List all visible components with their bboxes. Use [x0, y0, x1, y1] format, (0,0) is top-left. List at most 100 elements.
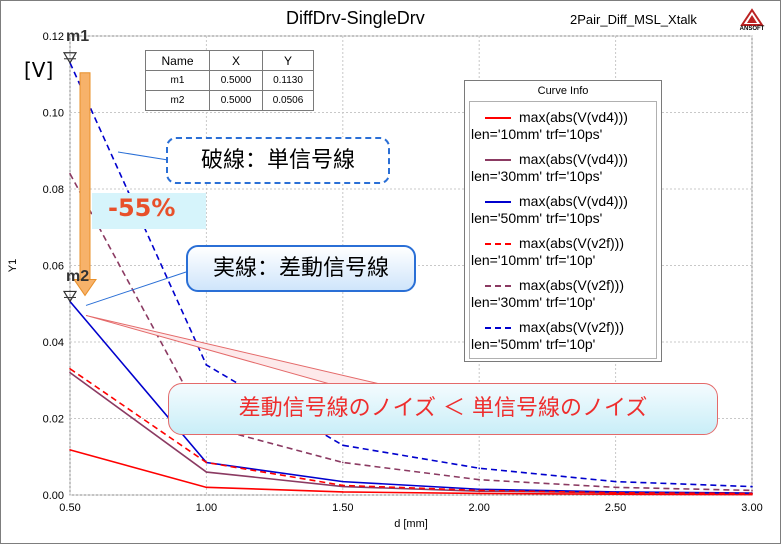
legend-line1: max(abs(V(vd4))) [519, 151, 628, 167]
x-tick-label: 3.00 [741, 502, 762, 514]
legend-line [485, 285, 511, 287]
x-axis-label: d [mm] [394, 518, 428, 530]
y-tick-label: 0.10 [43, 108, 64, 120]
x-tick-label: 0.50 [59, 502, 80, 514]
legend-line1: max(abs(V(v2f))) [519, 277, 625, 293]
legend-line1: max(abs(V(vd4))) [519, 193, 628, 209]
unit-label: [V] [24, 58, 54, 82]
legend-line [485, 117, 511, 119]
axis-layer: 0.50 1.00 1.50 2.00 2.50 3.00 0.00 0.02 0.04 0.06… [43, 31, 763, 514]
marker-col-x: X [209, 50, 263, 71]
legend-line [485, 159, 511, 161]
legend-line [485, 201, 511, 203]
data-point [614, 491, 617, 494]
series-line [69, 300, 753, 494]
legend-line2: len='50mm' trf='10ps' [471, 210, 603, 226]
y-tick-label: 0.04 [43, 337, 64, 349]
data-point [614, 493, 617, 496]
marker-name: m2 [145, 90, 210, 111]
data-point [751, 492, 753, 495]
data-point [205, 461, 208, 464]
legend-line2: len='10mm' trf='10ps' [471, 126, 603, 142]
down-arrow-head [73, 278, 97, 297]
data-point [478, 467, 481, 470]
legend-line2: len='10mm' trf='10p' [471, 252, 596, 268]
legend-line2: len='30mm' trf='10p' [471, 294, 596, 310]
marker-y: 0.1130 [262, 70, 314, 91]
data-point [342, 484, 344, 487]
logo-triangle-icon [740, 8, 764, 26]
x-tick-label: 1.00 [196, 502, 217, 514]
marker-x: 0.5000 [209, 70, 263, 91]
data-point [69, 172, 71, 175]
data-point [342, 491, 344, 493]
data-point [751, 485, 753, 488]
reduction-text: -55% [108, 194, 176, 222]
marker-triangle-icon [62, 290, 78, 303]
legend-line2: len='50mm' trf='10p' [471, 336, 596, 352]
x-tick-label: 2.00 [468, 502, 489, 514]
legend-line [485, 327, 511, 329]
x-tick-label: 2.50 [605, 502, 626, 514]
data-point [614, 486, 617, 489]
data-point [205, 364, 208, 366]
legend-item[interactable]: max(abs(V(v2f))) len='50mm' trf='10p' [471, 317, 661, 357]
solid-line-callout: 実線：差動信号線 [186, 245, 416, 292]
table-row: m1 0.5000 0.1130 [145, 70, 314, 91]
legend-item[interactable]: max(abs(V(v2f))) len='10mm' trf='10p' [471, 233, 661, 273]
marker-m2-label: m2 [66, 268, 90, 285]
data-point [478, 489, 481, 492]
dashed-callout-leader [117, 151, 169, 161]
legend-frame [469, 101, 657, 359]
logo-text: ANSOFT [739, 26, 765, 32]
series-line [69, 173, 753, 492]
series-layer [69, 61, 753, 496]
data-point [69, 449, 71, 451]
marker-m1-label: m1 [66, 28, 90, 45]
y-tick-label: 0.08 [43, 184, 64, 196]
x-tick-label: 1.50 [332, 502, 353, 514]
down-arrow-shaft [79, 72, 91, 280]
data-point [205, 486, 208, 489]
legend-item[interactable]: max(abs(V(v2f))) len='30mm' trf='10p' [471, 275, 661, 315]
marker-name: m1 [145, 70, 210, 91]
marker-col-y: Y [262, 50, 314, 71]
y-tick-label: 0.06 [43, 261, 64, 273]
legend: Curve Info max(abs(V(vd4))) len='10mm' t… [464, 80, 662, 362]
legend-item[interactable]: max(abs(V(vd4))) len='10mm' trf='10ps' [471, 107, 661, 147]
legend-item[interactable]: max(abs(V(vd4))) len='30mm' trf='10ps' [471, 149, 661, 189]
y-tick-label: 0.02 [43, 414, 64, 426]
data-point [69, 371, 71, 374]
data-point [342, 461, 344, 464]
legend-item[interactable]: max(abs(V(vd4))) len='50mm' trf='10ps' [471, 191, 661, 231]
series-line [69, 449, 753, 496]
legend-line2: len='30mm' trf='10ps' [471, 168, 603, 184]
data-point [69, 367, 71, 370]
data-point [205, 471, 208, 473]
marker-col-name: Name [145, 50, 210, 71]
solid-callout-leader [85, 271, 187, 306]
data-point [342, 480, 344, 483]
legend-line [485, 243, 511, 245]
legend-title: Curve Info [537, 85, 589, 97]
marker-table-header: Name X Y [145, 50, 314, 71]
y-tick-label: 0.12 [43, 31, 64, 43]
reduction-highlight [92, 193, 206, 229]
legend-line1: max(abs(V(v2f))) [519, 235, 625, 251]
marker-table: Name X Y m1 0.5000 0.1130 m2 0.5000 0.05… [145, 50, 314, 111]
project-name: 2Pair_Diff_MSL_Xtalk [570, 12, 697, 27]
data-point [478, 478, 481, 481]
dashed-line-callout: 破線：単信号線 [166, 137, 390, 184]
marker-y: 0.0506 [262, 90, 314, 111]
comparison-callout: 差動信号線のノイズ ＜ 単信号線のノイズ [168, 383, 718, 435]
data-point [478, 492, 481, 495]
legend-line1: max(abs(V(v2f))) [519, 319, 625, 335]
marker-triangle-icon [62, 52, 78, 64]
data-point [614, 480, 617, 483]
data-point [342, 444, 344, 447]
y-tick-label: 0.00 [43, 490, 64, 502]
table-row: m2 0.5000 0.0506 [145, 90, 314, 111]
ansoft-logo: ANSOFT [736, 8, 768, 36]
y-axis-label: Y1 [7, 259, 19, 272]
data-point [751, 489, 753, 492]
